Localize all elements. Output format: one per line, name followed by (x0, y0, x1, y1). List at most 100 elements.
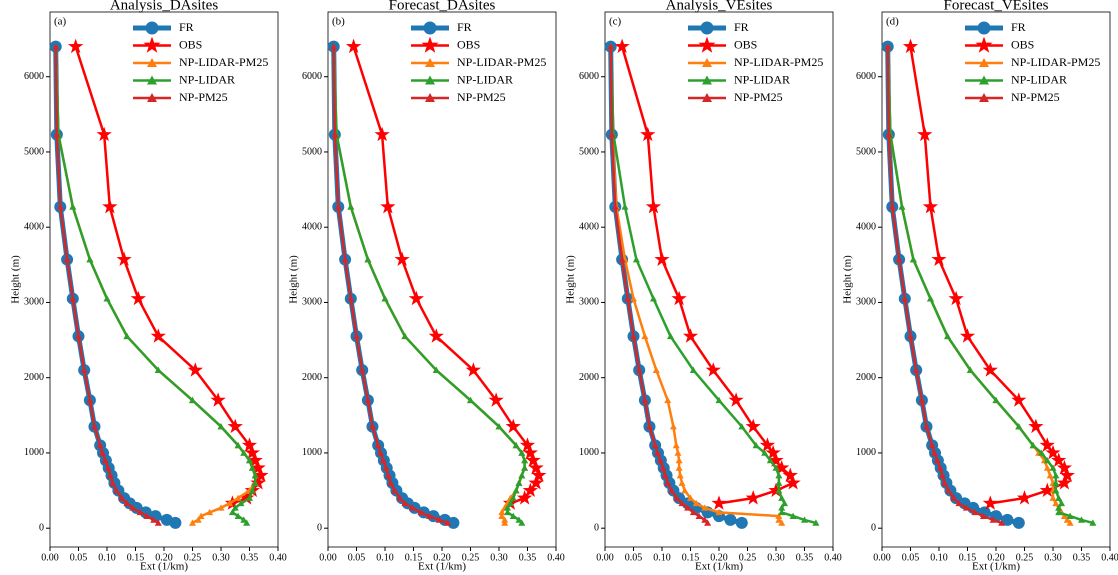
marker (154, 519, 162, 526)
marker (498, 508, 506, 516)
series-line (620, 46, 795, 505)
marker (645, 198, 662, 214)
marker (250, 475, 266, 490)
marker (194, 516, 202, 523)
legend-label: NP-LIDAR (457, 72, 513, 86)
legend-marker (147, 75, 157, 85)
marker (778, 494, 786, 501)
marker (653, 449, 661, 456)
legend-marker (979, 58, 989, 67)
marker (912, 366, 920, 373)
series (607, 43, 712, 526)
marker (922, 423, 930, 430)
marker (715, 396, 723, 404)
y-axis-label: Height (m) (565, 255, 577, 304)
panel-label: (a) (54, 16, 67, 28)
marker (704, 519, 712, 526)
marker (123, 332, 131, 340)
marker (775, 472, 783, 479)
marker (346, 38, 362, 54)
series-line (886, 46, 1094, 525)
marker (989, 516, 997, 523)
marker (63, 256, 71, 263)
marker (652, 366, 660, 373)
x-tick-label: 0.40 (1101, 552, 1118, 563)
marker (1066, 512, 1074, 519)
legend-marker (423, 21, 437, 35)
marker (447, 516, 460, 529)
legend-marker (702, 58, 712, 67)
y-tick-label: 3000 (856, 297, 876, 308)
x-tick-label: 0.35 (1073, 552, 1091, 563)
marker (519, 437, 536, 452)
marker (106, 472, 114, 479)
marker (607, 43, 615, 50)
marker (384, 472, 392, 479)
marker (979, 512, 987, 519)
legend-marker (425, 93, 435, 102)
x-tick-label: 0.10 (98, 552, 116, 563)
legend-label: FR (179, 20, 194, 34)
marker (123, 499, 131, 507)
x-tick-label: 0.25 (462, 552, 480, 563)
x-tick-label: 0.30 (490, 552, 508, 563)
marker (231, 504, 239, 511)
chart-title: Analysis_DAsites (110, 0, 218, 13)
marker (917, 126, 933, 142)
marker (701, 516, 709, 523)
marker (248, 487, 256, 494)
y-tick-label: 1000 (579, 447, 599, 458)
legend-marker (702, 93, 712, 102)
marker (241, 437, 258, 452)
legend-marker (977, 21, 991, 35)
marker (667, 332, 675, 340)
series (330, 43, 529, 526)
marker (801, 516, 808, 523)
marker (495, 423, 503, 430)
plot-frame (327, 11, 557, 548)
marker (1016, 490, 1033, 505)
marker (1055, 494, 1063, 501)
x-axis-label: Ext (1/km) (695, 561, 743, 573)
series (607, 43, 820, 526)
marker (775, 516, 783, 523)
marker (1052, 479, 1060, 486)
marker (1001, 513, 1014, 526)
marker (243, 519, 251, 526)
marker (931, 251, 947, 266)
marker (928, 441, 936, 449)
panel-label: (b) (332, 16, 345, 28)
marker (1028, 418, 1044, 434)
legend-label: NP-LIDAR-PM25 (457, 55, 546, 69)
x-tick-label: 0.15 (127, 552, 145, 563)
marker (394, 251, 410, 266)
marker (1043, 456, 1051, 464)
marker (621, 203, 629, 210)
marker (684, 504, 692, 511)
marker (465, 362, 481, 377)
y-tick-label: 6000 (856, 71, 876, 82)
marker (752, 441, 760, 449)
marker (635, 366, 643, 373)
marker (1015, 423, 1023, 430)
marker (86, 256, 94, 263)
series-line (332, 46, 526, 523)
marker (139, 506, 152, 519)
y-tick-label: 3000 (302, 297, 322, 308)
x-tick-label: 0.05 (625, 552, 643, 563)
x-tick-label: 0.25 (184, 552, 202, 563)
marker (614, 38, 630, 54)
series (52, 43, 259, 526)
series-line (352, 46, 541, 505)
legend-marker (145, 21, 159, 35)
marker (505, 418, 521, 434)
marker (728, 392, 744, 407)
marker (382, 464, 390, 471)
marker (237, 499, 245, 507)
marker (52, 43, 60, 50)
marker (154, 366, 162, 373)
marker (1052, 499, 1060, 507)
marker (922, 198, 939, 214)
legend-marker (147, 93, 157, 102)
marker (789, 512, 797, 519)
